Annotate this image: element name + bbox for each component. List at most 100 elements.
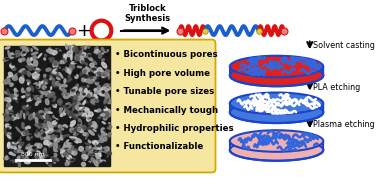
Ellipse shape	[76, 95, 82, 99]
Ellipse shape	[65, 134, 70, 136]
Ellipse shape	[14, 98, 17, 99]
Ellipse shape	[45, 83, 47, 84]
Ellipse shape	[12, 114, 19, 119]
Ellipse shape	[72, 101, 76, 105]
Ellipse shape	[78, 112, 84, 117]
Ellipse shape	[18, 155, 22, 162]
Ellipse shape	[43, 125, 46, 130]
Ellipse shape	[47, 161, 48, 162]
Ellipse shape	[98, 145, 102, 150]
Ellipse shape	[51, 122, 56, 127]
Ellipse shape	[50, 98, 53, 100]
Ellipse shape	[230, 65, 323, 86]
Ellipse shape	[95, 80, 99, 82]
Ellipse shape	[31, 71, 34, 72]
Ellipse shape	[76, 112, 79, 117]
Ellipse shape	[23, 113, 25, 119]
Ellipse shape	[94, 89, 96, 91]
Ellipse shape	[49, 163, 53, 165]
Ellipse shape	[230, 130, 323, 152]
Ellipse shape	[67, 79, 72, 82]
Ellipse shape	[14, 61, 17, 62]
Ellipse shape	[60, 149, 62, 150]
Ellipse shape	[74, 61, 78, 63]
Ellipse shape	[36, 153, 41, 155]
Ellipse shape	[50, 78, 52, 80]
Ellipse shape	[62, 155, 64, 157]
Ellipse shape	[29, 66, 33, 70]
Ellipse shape	[32, 74, 39, 76]
Ellipse shape	[28, 154, 31, 158]
Ellipse shape	[107, 85, 109, 87]
Ellipse shape	[26, 105, 28, 107]
Text: Plasma etching: Plasma etching	[313, 120, 375, 129]
Ellipse shape	[32, 56, 36, 60]
Ellipse shape	[39, 82, 40, 88]
Ellipse shape	[31, 136, 32, 138]
Ellipse shape	[43, 134, 46, 135]
Ellipse shape	[24, 157, 30, 162]
Ellipse shape	[100, 110, 104, 113]
Ellipse shape	[104, 50, 108, 52]
Ellipse shape	[47, 121, 51, 126]
Ellipse shape	[65, 44, 68, 49]
Ellipse shape	[99, 133, 101, 135]
Ellipse shape	[96, 154, 101, 158]
Ellipse shape	[30, 96, 31, 97]
Ellipse shape	[96, 51, 101, 54]
Ellipse shape	[230, 56, 323, 77]
Ellipse shape	[10, 160, 15, 163]
Ellipse shape	[56, 69, 57, 70]
Ellipse shape	[37, 92, 40, 94]
Ellipse shape	[12, 118, 16, 121]
Ellipse shape	[14, 88, 17, 92]
Ellipse shape	[64, 93, 70, 99]
Ellipse shape	[87, 80, 93, 83]
Ellipse shape	[29, 86, 34, 92]
Ellipse shape	[46, 146, 48, 147]
Ellipse shape	[22, 153, 26, 155]
Text: • Bicontinuous pores: • Bicontinuous pores	[115, 50, 218, 59]
Ellipse shape	[60, 113, 65, 116]
Ellipse shape	[36, 151, 41, 156]
Ellipse shape	[74, 142, 78, 143]
Ellipse shape	[90, 99, 95, 105]
Ellipse shape	[22, 46, 25, 50]
Ellipse shape	[82, 151, 86, 154]
Ellipse shape	[54, 63, 56, 65]
Ellipse shape	[74, 132, 76, 135]
Ellipse shape	[59, 65, 61, 66]
Ellipse shape	[7, 75, 11, 78]
Ellipse shape	[62, 93, 66, 97]
Ellipse shape	[52, 53, 55, 55]
Ellipse shape	[8, 50, 10, 57]
Ellipse shape	[79, 146, 83, 151]
Ellipse shape	[35, 124, 39, 127]
Ellipse shape	[13, 74, 18, 79]
Ellipse shape	[89, 130, 94, 135]
Ellipse shape	[19, 158, 22, 161]
Ellipse shape	[33, 156, 39, 161]
FancyBboxPatch shape	[0, 39, 215, 172]
Ellipse shape	[102, 62, 107, 68]
Ellipse shape	[6, 80, 11, 84]
Ellipse shape	[14, 54, 20, 57]
Ellipse shape	[33, 146, 36, 149]
Ellipse shape	[84, 70, 88, 72]
Ellipse shape	[67, 143, 73, 147]
Ellipse shape	[87, 127, 92, 132]
Ellipse shape	[21, 51, 26, 56]
Ellipse shape	[33, 148, 37, 152]
Ellipse shape	[64, 116, 66, 117]
Ellipse shape	[91, 67, 97, 72]
Ellipse shape	[46, 107, 50, 113]
Ellipse shape	[22, 132, 25, 136]
Ellipse shape	[53, 162, 56, 163]
Ellipse shape	[102, 122, 105, 124]
Ellipse shape	[53, 62, 55, 67]
Ellipse shape	[80, 58, 84, 63]
Ellipse shape	[52, 129, 55, 132]
Ellipse shape	[32, 157, 34, 158]
Ellipse shape	[95, 81, 99, 85]
Ellipse shape	[72, 103, 76, 105]
